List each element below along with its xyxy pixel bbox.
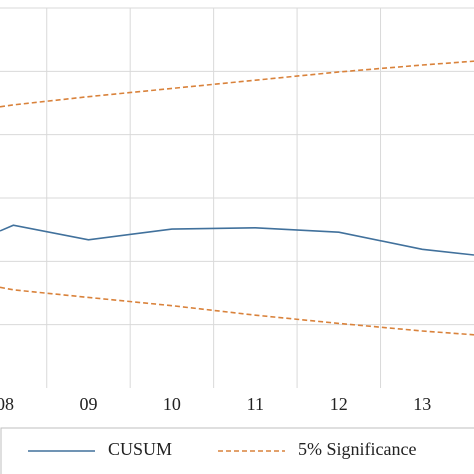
legend-box [0,427,474,474]
legend-label: 5% Significance [298,439,416,459]
x-tick-label: 11 [247,394,264,414]
x-tick-label: 08 [0,394,14,414]
x-tick-label: 13 [413,394,431,414]
x-tick-label: 10 [163,394,181,414]
series-line [0,224,474,256]
x-tick-label: 12 [330,394,348,414]
x-tick-label: 09 [79,394,97,414]
series-line [0,60,474,108]
series-line [0,286,474,336]
legend-label: CUSUM [108,439,172,459]
